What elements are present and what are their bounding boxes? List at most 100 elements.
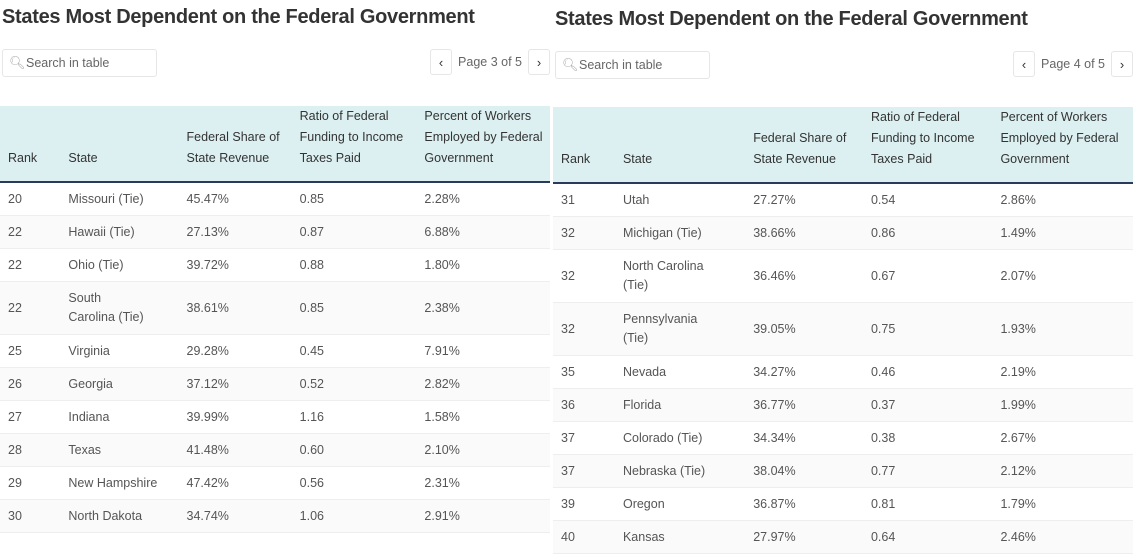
table-cell: 2.46% — [992, 520, 1133, 554]
table-cell: 1.06 — [291, 499, 417, 533]
table-row: 29 New Hampshire 47.42% 0.56 2.31% — [0, 466, 550, 500]
page-indicator: Page 4 of 5 — [1041, 57, 1105, 71]
table-cell: 36.87% — [745, 487, 863, 521]
search-icon: 🔍︎ — [562, 57, 579, 72]
table-cell: 0.67 — [862, 249, 993, 303]
table-cell: 26 — [0, 367, 61, 401]
table-cell: 1.99% — [992, 388, 1133, 422]
table-cell: 45.47% — [178, 182, 292, 216]
table-cell: 2.91% — [416, 499, 550, 533]
table-cell: 32 — [553, 216, 615, 250]
table-row: 32 Pennsylvania (Tie) 39.05% 0.75 1.93% — [553, 302, 1133, 356]
column-header[interactable]: Ratio of Federal Funding to Income Taxes… — [291, 106, 417, 183]
table-cell: 41.48% — [178, 433, 292, 467]
table-cell: 0.54 — [862, 183, 993, 217]
search-placeholder: Search in table — [26, 56, 110, 70]
table-cell: Georgia — [60, 367, 179, 401]
table-row: 25 Virginia 29.28% 0.45 7.91% — [0, 334, 550, 368]
search-icon: 🔍︎ — [9, 55, 26, 70]
column-header[interactable]: Percent of Workers Employed by Federal G… — [992, 107, 1133, 184]
chevron-left-icon: ‹ — [438, 54, 444, 70]
table-cell: 37.12% — [178, 367, 292, 401]
table-cell: North Carolina (Tie) — [614, 249, 746, 303]
table-cell: 0.77 — [862, 454, 993, 488]
column-header[interactable]: Percent of Workers Employed by Federal G… — [416, 106, 550, 183]
search-input[interactable]: 🔍︎ Search in table — [555, 51, 710, 79]
table-cell: Nevada — [614, 355, 746, 389]
table-cell: 2.19% — [992, 355, 1133, 389]
table-cell: 34.27% — [745, 355, 863, 389]
column-header[interactable]: Rank — [553, 107, 615, 184]
table-cell: 35 — [553, 355, 615, 389]
table-row: 22 Hawaii (Tie) 27.13% 0.87 6.88% — [0, 215, 550, 249]
table-cell: 2.31% — [416, 466, 550, 500]
table-cell: 1.80% — [416, 248, 550, 282]
table-panel-page-4: States Most Dependent on the Federal Gov… — [553, 0, 1133, 554]
table-cell: Texas — [60, 433, 179, 467]
table-row: 30 North Dakota 34.74% 1.06 2.91% — [0, 499, 550, 533]
table-row: 22 South Carolina (Tie) 38.61% 0.85 2.38% — [0, 281, 550, 335]
table-cell: 0.85 — [291, 182, 417, 216]
table-cell: New Hampshire — [60, 466, 179, 500]
table-cell: 47.42% — [178, 466, 292, 500]
table-row: 36 Florida 36.77% 0.37 1.99% — [553, 388, 1133, 422]
column-header[interactable]: Rank — [0, 106, 61, 183]
column-header[interactable]: State — [614, 107, 746, 184]
table-cell: 2.38% — [416, 281, 550, 335]
search-input[interactable]: 🔍︎ Search in table — [2, 49, 157, 77]
column-header[interactable]: Federal Share of State Revenue — [745, 107, 863, 184]
table-cell: 1.79% — [992, 487, 1133, 521]
table-row: 22 Ohio (Tie) 39.72% 0.88 1.80% — [0, 248, 550, 282]
table-cell: 0.87 — [291, 215, 417, 249]
table-cell: 27.27% — [745, 183, 863, 217]
table-cell: 0.52 — [291, 367, 417, 401]
table-cell: 2.07% — [992, 249, 1133, 303]
table-cell: 0.45 — [291, 334, 417, 368]
table-cell: Ohio (Tie) — [60, 248, 179, 282]
table-cell: 22 — [0, 215, 61, 249]
column-header[interactable]: Federal Share of State Revenue — [178, 106, 292, 183]
table-panel-page-3: States Most Dependent on the Federal Gov… — [0, 0, 550, 533]
table-cell: North Dakota — [60, 499, 179, 533]
table-row: 27 Indiana 39.99% 1.16 1.58% — [0, 400, 550, 434]
table-title: States Most Dependent on the Federal Gov… — [555, 8, 1028, 30]
prev-page-button[interactable]: ‹ — [1013, 51, 1036, 77]
next-page-button[interactable]: › — [528, 49, 550, 75]
table-row: 37 Colorado (Tie) 34.34% 0.38 2.67% — [553, 421, 1133, 455]
table-row: 37 Nebraska (Tie) 38.04% 0.77 2.12% — [553, 454, 1133, 488]
table-cell: 0.88 — [291, 248, 417, 282]
data-table: Rank State Federal Share of State Revenue R… — [553, 107, 1133, 554]
table-row: 35 Nevada 34.27% 0.46 2.19% — [553, 355, 1133, 389]
pagination: ‹ Page 3 of 5 › — [430, 49, 550, 75]
table-cell: 2.82% — [416, 367, 550, 401]
table-cell: 0.64 — [862, 520, 993, 554]
page-indicator: Page 3 of 5 — [458, 55, 522, 69]
table-cell: Colorado (Tie) — [614, 421, 746, 455]
table-cell: Utah — [614, 183, 746, 217]
column-header[interactable]: Ratio of Federal Funding to Income Taxes… — [862, 107, 993, 184]
next-page-button[interactable]: › — [1111, 51, 1133, 77]
table-row: 26 Georgia 37.12% 0.52 2.82% — [0, 367, 550, 401]
table-cell: 2.10% — [416, 433, 550, 467]
table-cell: 38.66% — [745, 216, 863, 250]
table-cell: Missouri (Tie) — [60, 182, 179, 216]
table-cell: 38.04% — [745, 454, 863, 488]
table-cell: 2.67% — [992, 421, 1133, 455]
table-cell: 1.16 — [291, 400, 417, 434]
table-cell: 20 — [0, 182, 61, 216]
column-header[interactable]: State — [60, 106, 179, 183]
table-cell: 1.93% — [992, 302, 1133, 356]
chevron-left-icon: ‹ — [1021, 56, 1027, 72]
table-cell: 29 — [0, 466, 61, 500]
table-cell: South Carolina (Tie) — [60, 281, 179, 335]
table-cell: Pennsylvania (Tie) — [614, 302, 746, 356]
table-row: 39 Oregon 36.87% 0.81 1.79% — [553, 487, 1133, 521]
table-cell: 0.60 — [291, 433, 417, 467]
table-cell: 25 — [0, 334, 61, 368]
chevron-right-icon: › — [1119, 56, 1125, 72]
table-cell: 39 — [553, 487, 615, 521]
table-cell: 0.81 — [862, 487, 993, 521]
prev-page-button[interactable]: ‹ — [430, 49, 453, 75]
table-cell: 39.99% — [178, 400, 292, 434]
table-cell: Florida — [614, 388, 746, 422]
